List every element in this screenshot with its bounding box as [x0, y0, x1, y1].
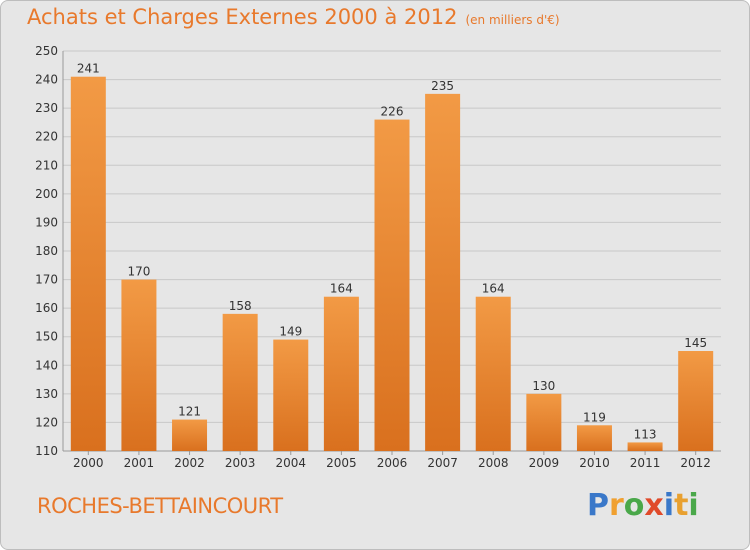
data-label: 164	[330, 282, 353, 296]
y-tick-label: 110	[35, 444, 58, 458]
data-labels: 241 170 121 158 149 164 226 235 164 130 119 113 145	[77, 62, 707, 442]
bar	[576, 425, 612, 451]
data-label: 121	[178, 405, 201, 419]
x-tick-label: 2008	[478, 456, 509, 470]
bar	[172, 419, 208, 451]
bar	[475, 296, 511, 451]
y-tick-label: 190	[35, 215, 58, 229]
y-tick-label: 230	[35, 101, 58, 115]
chart-unit: (en milliers d'€)	[465, 13, 560, 27]
x-tick-label: 2012	[680, 456, 711, 470]
data-label: 158	[229, 299, 252, 313]
logo-letter: t	[674, 488, 689, 523]
y-tick-label: 160	[35, 301, 58, 315]
data-label: 130	[532, 379, 555, 393]
y-tick-label: 140	[35, 358, 58, 372]
data-label: 226	[381, 105, 404, 119]
bar	[121, 279, 157, 451]
bar	[323, 296, 359, 451]
x-tick-label: 2009	[529, 456, 560, 470]
y-tick-label: 220	[35, 130, 58, 144]
x-tick-label: 2001	[124, 456, 155, 470]
x-tick-label: 2007	[427, 456, 458, 470]
data-label: 170	[127, 265, 150, 279]
x-tick-label: 2006	[377, 456, 408, 470]
logo-letter: x	[644, 488, 664, 523]
y-tick-labels: 110 120 130 140 150 160 170 180 190 200 210 220 230 2…	[35, 44, 58, 458]
x-tick-label: 2000	[73, 456, 104, 470]
data-label: 113	[634, 427, 657, 441]
place-name: ROCHES-BETTAINCOURT	[37, 494, 283, 518]
data-label: 164	[482, 282, 505, 296]
logo-letter: i	[663, 488, 675, 523]
y-tick-label: 150	[35, 330, 58, 344]
x-tick-label: 2002	[174, 456, 205, 470]
data-label: 145	[684, 336, 707, 350]
y-tick-label: 210	[35, 158, 58, 172]
y-tick-label: 240	[35, 73, 58, 87]
bar	[222, 313, 258, 451]
logo-letter: r	[609, 488, 624, 523]
x-tick-label: 2010	[579, 456, 610, 470]
logo-letter: P	[587, 488, 609, 523]
bar	[678, 351, 714, 451]
bar	[374, 119, 410, 452]
data-label: 235	[431, 79, 454, 93]
x-tick-label: 2003	[225, 456, 256, 470]
logo-letter: i	[688, 488, 699, 523]
bar	[70, 76, 106, 451]
y-tick-label: 250	[35, 44, 58, 58]
y-tick-label: 130	[35, 387, 58, 401]
bar	[627, 442, 663, 451]
x-tick-label: 2005	[326, 456, 357, 470]
y-tick-label: 200	[35, 187, 58, 201]
y-tick-label: 120	[35, 415, 58, 429]
logo-letter: o	[623, 488, 645, 523]
chart-title-text: Achats et Charges Externes 2000 à 2012	[27, 5, 458, 29]
x-tick-label: 2011	[630, 456, 661, 470]
y-tick-label: 180	[35, 244, 58, 258]
chart-title: Achats et Charges Externes 2000 à 2012 (e…	[27, 5, 560, 29]
bar	[273, 339, 309, 451]
data-label: 241	[77, 62, 100, 76]
x-tick-label: 2004	[275, 456, 306, 470]
bar	[526, 393, 562, 451]
y-tick-label: 170	[35, 273, 58, 287]
data-label: 149	[279, 325, 302, 339]
x-tick-labels: 2000 2001 2002 2003 2004 2005 2006 2007 2008 2009…	[73, 451, 711, 470]
data-label: 119	[583, 410, 606, 424]
bars	[70, 76, 714, 452]
proxiti-logo: Proxiti	[587, 488, 699, 523]
bar	[425, 93, 461, 451]
